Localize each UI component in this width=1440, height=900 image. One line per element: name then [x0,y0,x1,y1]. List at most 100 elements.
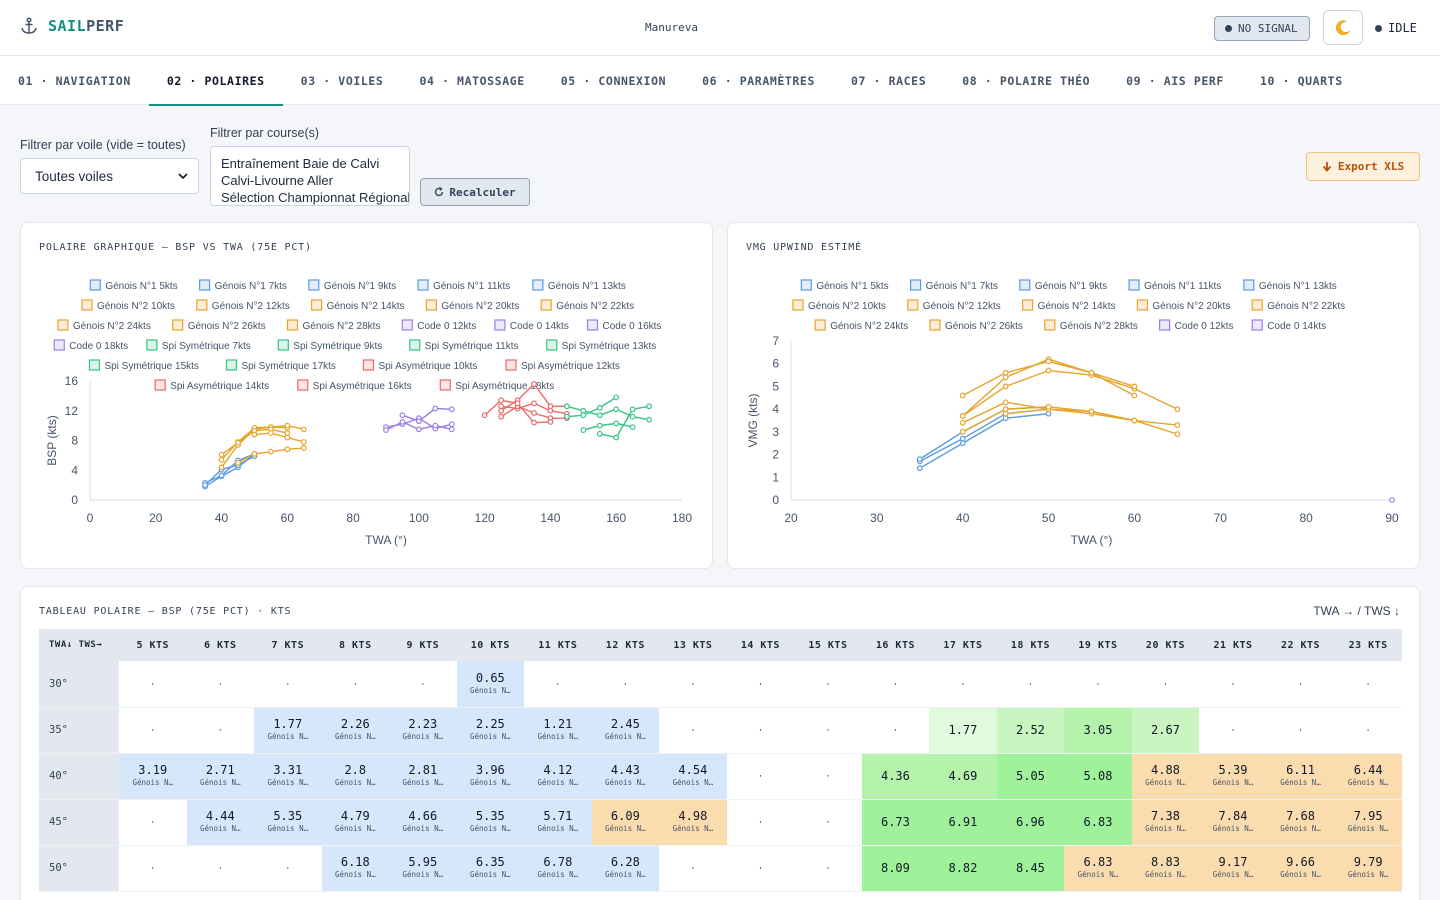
legend-item[interactable]: Code 0 16kts [586,319,662,332]
tab-races[interactable]: 07 · RACES [850,73,927,88]
legend-item[interactable]: Code 0 12kts [1159,319,1234,332]
column-header[interactable]: 10 KTS [456,629,525,661]
table-cell[interactable]: 9.17 Génois N… [1199,845,1267,892]
table-cell[interactable]: 3.31 Génois N… [254,753,322,800]
column-header[interactable]: 17 KTS [929,629,997,661]
table-cell[interactable]: 5.39 Génois N… [1199,753,1267,800]
legend-item[interactable]: Spi Symétrique 17kts [225,359,336,372]
table-cell[interactable]: 7.84 Génois N… [1199,799,1267,846]
table-cell[interactable]: · [119,661,187,708]
table-cell[interactable]: 2.81 Génois N… [389,753,457,800]
legend-item[interactable]: Spi Asymétrique 14kts [154,379,269,392]
table-cell[interactable]: 6.28 Génois N… [591,845,660,892]
table-cell[interactable]: 6.78 Génois N… [524,845,592,892]
table-cell[interactable]: 4.54 Génois N… [659,753,727,800]
tab-ais-perf[interactable]: 09 · AIS PERF [1126,73,1224,88]
brand[interactable]: SAILPERF [20,17,124,35]
table-cell[interactable]: · [321,661,390,708]
tab-voiles[interactable]: 03 · VOILES [300,73,384,88]
table-cell[interactable]: · [1064,661,1132,708]
table-cell[interactable]: · [726,707,795,754]
table-cell[interactable]: 6.96 [996,799,1065,846]
table-cell[interactable]: 8.83 Génois N… [1131,845,1200,892]
table-cell[interactable]: · [659,845,727,892]
table-cell[interactable]: · [119,799,187,846]
column-header[interactable]: 23 KTS [1334,629,1402,661]
sail-filter-select[interactable]: Toutes voiles [20,158,199,194]
column-header[interactable]: 22 KTS [1266,629,1335,661]
table-cell[interactable]: 2.52 [996,707,1065,754]
legend-item[interactable]: Génois N°2 12kts [907,299,1001,312]
legend-item[interactable]: Génois N°2 24kts [57,319,151,332]
table-cell[interactable]: 4.98 Génois N… [659,799,727,846]
table-cell[interactable]: 7.68 Génois N… [1266,799,1335,846]
table-cell[interactable]: · [794,661,862,708]
table-cell[interactable]: · [1334,707,1402,754]
legend-item[interactable]: Génois N°1 5kts [89,279,178,292]
legend-item[interactable]: Code 0 12kts [401,319,476,332]
table-cell[interactable]: 6.35 Génois N… [456,845,525,892]
legend-item[interactable]: Spi Symétrique 11kts [409,339,519,352]
column-header[interactable]: 13 KTS [659,629,727,661]
table-cell[interactable]: 4.79 Génois N… [321,799,390,846]
legend-item[interactable]: Génois N°2 14kts [311,299,405,312]
table-cell[interactable]: 4.43 Génois N… [591,753,660,800]
table-cell[interactable]: 5.08 [1064,753,1132,800]
table-cell[interactable]: · [254,661,322,708]
table-cell[interactable]: 6.91 [929,799,997,846]
table-cell[interactable]: 8.45 [996,845,1065,892]
table-cell[interactable]: · [254,845,322,892]
table-cell[interactable]: 3.05 [1064,707,1132,754]
tab-navigation[interactable]: 01 · NAVIGATION [18,73,131,88]
tab-matossage[interactable]: 04 · MATOSSAGE [419,73,525,88]
legend-item[interactable]: Génois N°2 20kts [1136,299,1230,312]
legend-item[interactable]: Génois N°1 11kts [1128,279,1221,292]
column-header[interactable]: 11 KTS [524,629,592,661]
legend-item[interactable]: Génois N°1 11kts [417,279,510,292]
table-cell[interactable]: 2.23 Génois N… [389,707,457,754]
legend-item[interactable]: Génois N°2 20kts [425,299,519,312]
table-cell[interactable]: 6.73 [861,799,930,846]
tab-polaires[interactable]: 02 · POLAIRES [148,56,283,106]
legend-item[interactable]: Génois N°1 13kts [532,279,626,292]
table-cell[interactable]: 4.44 Génois N… [186,799,255,846]
legend-item[interactable]: Génois N°2 22kts [540,299,634,312]
table-cell[interactable]: 4.69 [929,753,997,800]
legend-item[interactable]: Génois N°1 9kts [308,279,396,292]
legend-item[interactable]: Code 0 14kts [1251,319,1326,332]
column-header[interactable]: 21 KTS [1199,629,1267,661]
table-cell[interactable]: 2.26 Génois N… [321,707,390,754]
tab-parametres[interactable]: 06 · PARAMÈTRES [702,73,815,88]
table-cell[interactable]: · [186,845,255,892]
table-cell[interactable]: · [186,661,255,708]
table-cell[interactable]: 6.09 Génois N… [591,799,660,846]
legend-item[interactable]: Spi Asymétrique 12kts [505,359,620,372]
legend-item[interactable]: Génois N°2 28kts [286,319,381,332]
table-cell[interactable]: · [1334,661,1402,708]
table-cell[interactable]: · [861,707,930,754]
table-cell[interactable]: · [1266,707,1335,754]
column-header[interactable]: 8 KTS [321,629,390,661]
column-header[interactable]: 6 KTS [186,629,255,661]
table-cell[interactable]: · [524,661,592,708]
table-cell[interactable]: 8.82 [929,845,997,892]
legend-item[interactable]: Génois N°2 10kts [792,299,886,312]
legend-item[interactable]: Code 0 18kts [53,339,128,352]
table-cell[interactable]: 2.71 Génois N… [186,753,255,800]
table-cell[interactable]: 5.95 Génois N… [389,845,457,892]
tab-quarts[interactable]: 10 · QUARTS [1259,73,1343,88]
table-cell[interactable]: · [726,753,795,800]
table-cell[interactable]: 4.88 Génois N… [1131,753,1200,800]
column-header[interactable]: 20 KTS [1131,629,1200,661]
legend-item[interactable]: Spi Symétrique 9kts [277,339,382,352]
table-cell[interactable]: · [794,707,862,754]
legend-item[interactable]: Génois N°1 7kts [198,279,287,292]
table-cell[interactable]: 2.45 Génois N… [591,707,660,754]
table-cell[interactable]: 7.38 Génois N… [1131,799,1200,846]
table-cell[interactable]: 8.09 [861,845,930,892]
table-cell[interactable]: · [186,707,255,754]
column-header[interactable]: 19 KTS [1064,629,1132,661]
legend-item[interactable]: Spi Asymétrique 10kts [362,359,477,372]
column-header[interactable]: 7 KTS [254,629,322,661]
table-cell[interactable]: 6.44 Génois N… [1334,753,1402,800]
